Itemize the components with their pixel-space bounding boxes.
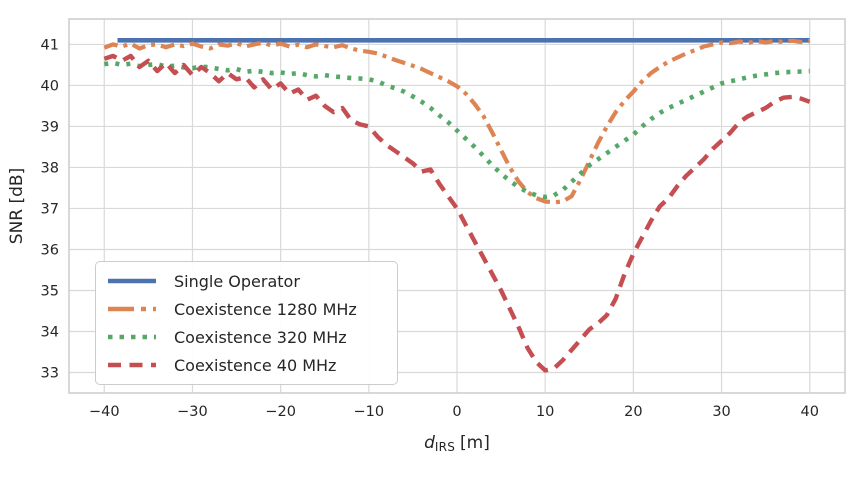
legend-item-single-operator: Single Operator <box>106 268 389 294</box>
x-tick-label: −40 <box>89 404 120 420</box>
x-tick-label: −30 <box>177 404 208 420</box>
legend-item-coexistence-40: Coexistence 40 MHz <box>106 352 389 378</box>
x-tick-label: 10 <box>536 404 554 420</box>
x-axis-label-unit: [m] <box>460 433 490 453</box>
legend-label: Coexistence 320 MHz <box>174 327 347 347</box>
legend-line-sample-dashed <box>108 362 156 368</box>
y-tick-label: 37 <box>41 201 59 217</box>
legend-item-coexistence-320: Coexistence 320 MHz <box>106 324 389 350</box>
legend-label: Coexistence 40 MHz <box>174 355 337 375</box>
y-tick-label: 33 <box>41 365 59 381</box>
series-line-3 <box>103 53 811 373</box>
x-tick-label: 40 <box>801 404 819 420</box>
series-line-2 <box>103 60 810 200</box>
legend-item-coexistence-1280: Coexistence 1280 MHz <box>106 296 389 322</box>
y-tick-label: 35 <box>41 283 59 299</box>
y-axis-label: SNR [dB] <box>7 167 27 245</box>
legend: Single Operator Coexistence 1280 MHz Coe… <box>95 261 398 385</box>
x-tick-label: −20 <box>265 404 296 420</box>
x-tick-label: 30 <box>712 404 730 420</box>
y-tick-label: 41 <box>41 37 59 53</box>
y-tick-label: 34 <box>41 324 59 340</box>
axes-frame <box>68 18 846 394</box>
series-line-1 <box>103 38 810 205</box>
legend-line-sample-dashdot <box>108 306 156 312</box>
x-axis-label: dIRS [m] <box>69 433 845 454</box>
legend-line-sample-dotted <box>108 334 156 340</box>
x-tick-label: −10 <box>354 404 385 420</box>
y-tick-label: 39 <box>41 119 59 135</box>
x-tick-label: 20 <box>624 404 642 420</box>
y-tick-label: 40 <box>41 78 59 94</box>
legend-line-sample-solid <box>108 278 156 284</box>
y-tick-label: 36 <box>41 242 59 258</box>
x-axis-label-variable: d <box>424 433 435 453</box>
legend-label: Coexistence 1280 MHz <box>174 299 357 319</box>
x-tick-label: 0 <box>452 404 461 420</box>
y-tick-label: 38 <box>41 160 59 176</box>
x-axis-label-subscript: IRS <box>434 440 456 454</box>
legend-label: Single Operator <box>174 271 300 291</box>
